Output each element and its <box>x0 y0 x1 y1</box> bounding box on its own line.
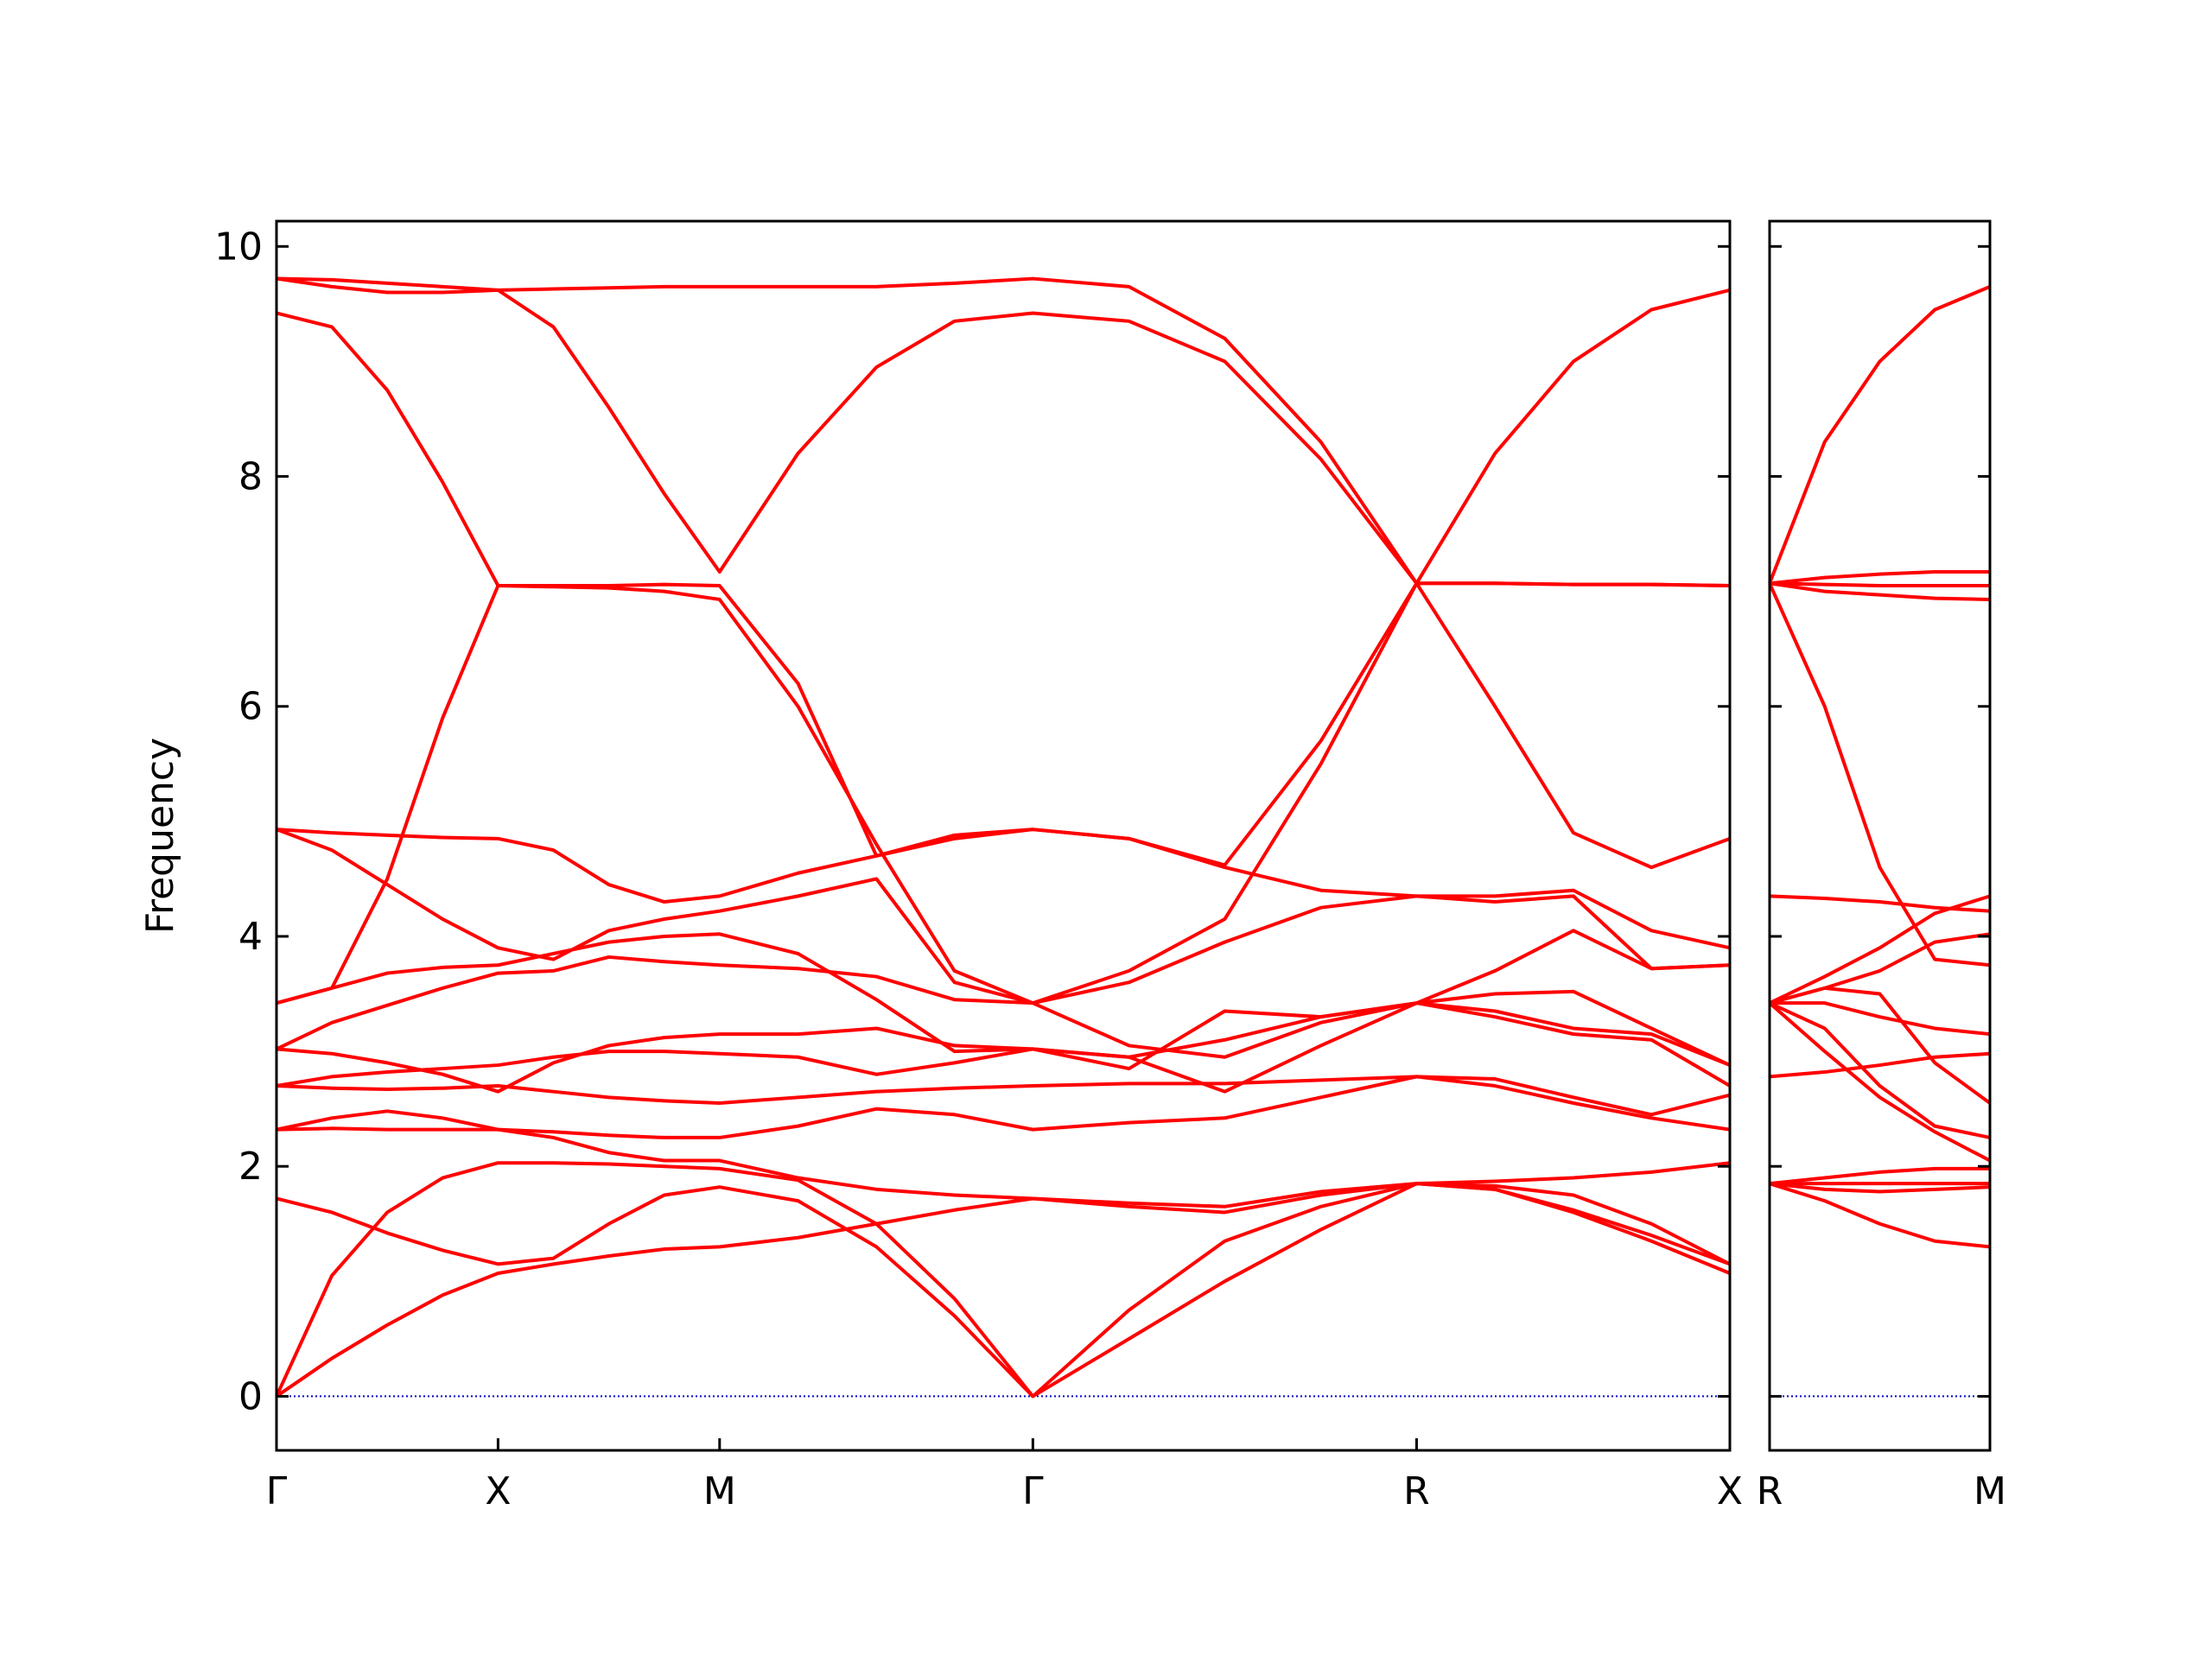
band-line <box>1769 581 1990 587</box>
y-tick-label: 8 <box>238 455 263 499</box>
y-tick-label: 0 <box>238 1374 263 1418</box>
band-line <box>276 828 1731 1005</box>
band-line <box>1769 986 1992 1105</box>
band-line <box>1769 894 1991 913</box>
band-line <box>1768 285 1991 585</box>
y-tick-label: 2 <box>238 1145 263 1189</box>
y-tick-label: 4 <box>238 915 263 959</box>
band-line <box>276 276 1731 586</box>
x-tick-label: M <box>703 1469 736 1513</box>
y-tick-label: 10 <box>214 225 263 269</box>
x-tick-label: Γ <box>266 1469 288 1513</box>
band-line <box>276 929 1731 1059</box>
band-line <box>1769 570 1990 586</box>
band-line <box>276 582 1731 1005</box>
band-line <box>1769 1051 1991 1079</box>
x-tick-label: R <box>1403 1469 1430 1513</box>
plot-frame <box>275 219 1732 1452</box>
plot-frame <box>1768 219 1992 1452</box>
band-line <box>1769 894 1991 1005</box>
band-line <box>276 276 1731 587</box>
x-tick-label: X <box>1717 1469 1743 1513</box>
band-line <box>275 1161 1731 1399</box>
band-line <box>1768 1001 1991 1163</box>
band-line <box>276 1075 1731 1117</box>
x-tick-label: X <box>485 1469 511 1513</box>
band-line <box>1769 581 1991 601</box>
band-line <box>276 1075 1731 1139</box>
y-axis-label: Frequency <box>138 738 182 934</box>
band-line <box>276 581 1731 904</box>
x-tick-label: R <box>1757 1469 1783 1513</box>
band-line <box>276 1001 1732 1094</box>
x-tick-label: M <box>1974 1469 2006 1513</box>
band-line <box>276 1109 1731 1266</box>
band-line <box>1770 1001 1991 1037</box>
band-line <box>1769 1001 1991 1139</box>
y-tick-label: 6 <box>238 685 263 729</box>
band-line <box>1769 1182 1991 1249</box>
band-line <box>1769 1182 1991 1194</box>
band-line <box>276 1161 1731 1399</box>
band-line <box>1769 1166 1990 1186</box>
x-tick-label: Γ <box>1022 1469 1044 1513</box>
band-line <box>276 989 1731 1088</box>
band-line <box>276 932 1731 1094</box>
band-line <box>1768 582 1991 967</box>
